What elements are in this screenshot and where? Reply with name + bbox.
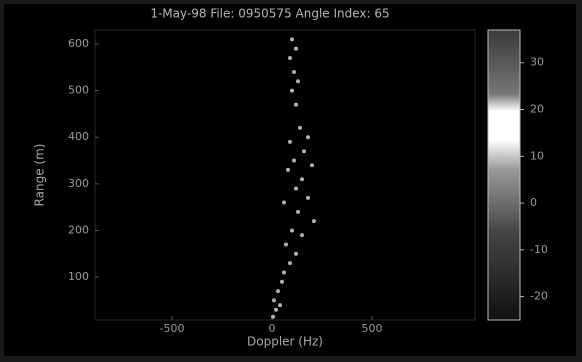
y-tick-label: 600: [68, 37, 89, 50]
colorbar: [487, 29, 521, 321]
point: [290, 37, 294, 42]
point: [288, 139, 292, 144]
colorbar-tick-label: 10: [530, 149, 544, 162]
colorbar-tick-label: 20: [530, 103, 544, 116]
point: [294, 46, 298, 51]
point: [288, 55, 292, 60]
point: [302, 149, 306, 154]
x-tick-label: -500: [160, 322, 185, 335]
point: [292, 158, 296, 163]
point: [282, 200, 286, 205]
point: [294, 251, 298, 256]
point: [284, 242, 288, 247]
plot-area: [94, 29, 476, 321]
point: [274, 307, 278, 312]
x-tick-label: 500: [362, 322, 383, 335]
y-tick-label: 100: [68, 270, 89, 283]
y-tick-label: 300: [68, 177, 89, 190]
point: [278, 303, 282, 308]
chart-title: 1-May-98 File: 0950575 Angle Index: 65: [150, 7, 389, 21]
colorbar-tick-label: -20: [530, 290, 548, 303]
point: [294, 102, 298, 107]
point: [280, 279, 284, 284]
point: [296, 209, 300, 214]
point: [310, 163, 314, 168]
x-axis-label: Doppler (Hz): [247, 335, 323, 349]
point: [276, 289, 280, 294]
y-tick-label: 200: [68, 223, 89, 236]
y-tick-label: 400: [68, 130, 89, 143]
point: [286, 167, 290, 172]
x-tick-label: 0: [269, 322, 276, 335]
point: [290, 88, 294, 93]
point: [290, 228, 294, 233]
point: [300, 233, 304, 238]
point: [306, 135, 310, 140]
point: [294, 186, 298, 191]
point: [271, 314, 275, 319]
point: [306, 195, 310, 200]
colorbar-tick-label: 0: [530, 196, 537, 209]
colorbar-tick-label: -10: [530, 243, 548, 256]
point: [298, 125, 302, 130]
point: [288, 261, 292, 266]
y-axis-label: Range (m): [33, 144, 47, 207]
colorbar-tick-label: 30: [530, 56, 544, 69]
point: [272, 298, 276, 303]
point: [300, 177, 304, 182]
point: [312, 219, 316, 224]
point: [292, 69, 296, 74]
point: [282, 270, 286, 275]
y-tick-label: 500: [68, 84, 89, 97]
point: [296, 79, 300, 84]
